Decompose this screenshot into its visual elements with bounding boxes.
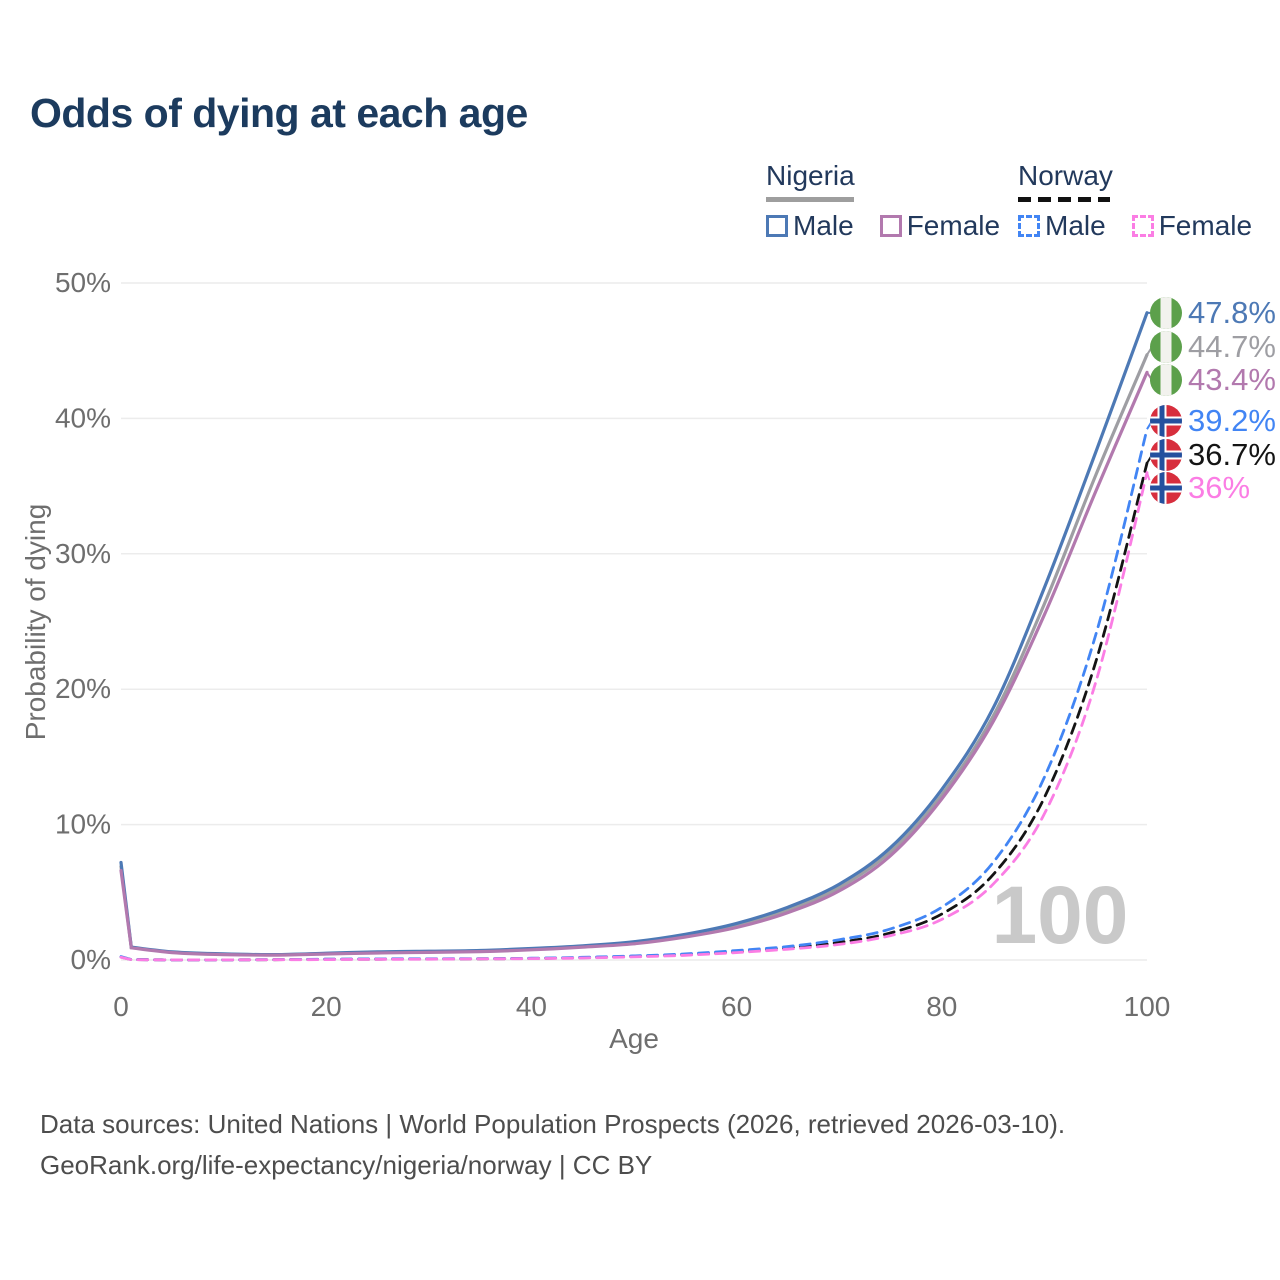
- legend-group-norway: Norway Male Female: [1018, 160, 1252, 242]
- end-value-label: 39.2%: [1188, 403, 1276, 438]
- end-value-label: 36.7%: [1188, 437, 1276, 472]
- x-tick-label: 80: [926, 991, 957, 1022]
- x-tick-label: 100: [1124, 991, 1171, 1022]
- data-sources-line: Data sources: United Nations | World Pop…: [40, 1109, 1066, 1139]
- flag-stripe: [1160, 297, 1172, 329]
- footer: Data sources: United Nations | World Pop…: [40, 1104, 1065, 1186]
- legend-group-nigeria: Nigeria Male Female: [766, 160, 1000, 242]
- x-axis-title: Age: [609, 1023, 659, 1054]
- flag-cross-blue-h: [1150, 418, 1182, 424]
- attribution-line: GeoRank.org/life-expectancy/nigeria/norw…: [40, 1150, 653, 1180]
- flag-stripe: [1160, 364, 1172, 396]
- x-tick-label: 0: [113, 991, 129, 1022]
- norway-line-style-swatch: [1018, 197, 1110, 202]
- legend-item-norway-male[interactable]: Male: [1018, 210, 1106, 242]
- legend-label: Female: [906, 210, 1001, 241]
- legend-item-nigeria-female[interactable]: Female: [879, 210, 1001, 242]
- legend: Nigeria Male Female Norway: [0, 160, 1280, 250]
- nigeria-flag-icon: [1150, 331, 1182, 363]
- y-tick-label: 0%: [71, 944, 111, 975]
- legend-item-norway-female[interactable]: Female: [1131, 210, 1253, 242]
- series-line-nigeria-both-sexes: [119, 353, 1149, 957]
- nigeria-flag-icon: [1150, 297, 1182, 329]
- norway-female-swatch: [1131, 215, 1154, 237]
- y-tick-label: 20%: [55, 673, 111, 704]
- y-axis-title: Probability of dying: [20, 504, 51, 741]
- page-title: Odds of dying at each age: [30, 90, 528, 136]
- legend-label: Male: [793, 210, 854, 241]
- legend-item-nigeria-male[interactable]: Male: [766, 210, 854, 242]
- series-line-nigeria-male: [119, 311, 1149, 957]
- flag-cross-blue-v: [1159, 405, 1165, 437]
- label-connector: [1146, 454, 1156, 464]
- y-tick-label: 50%: [55, 267, 111, 298]
- legend-country-norway[interactable]: Norway: [1018, 160, 1113, 191]
- x-tick-label: 40: [516, 991, 547, 1022]
- legend-country-nigeria[interactable]: Nigeria: [766, 160, 855, 191]
- norway-flag-icon: [1150, 405, 1182, 437]
- nigeria-flag-icon: [1150, 364, 1182, 396]
- legend-label: Male: [1045, 210, 1106, 241]
- flag-cross-blue-v: [1159, 439, 1165, 471]
- flag-cross-blue-h: [1150, 452, 1182, 458]
- label-connector: [1146, 420, 1156, 430]
- y-tick-label: 40%: [55, 402, 111, 433]
- end-value-label: 47.8%: [1188, 295, 1276, 330]
- end-value-label: 36%: [1188, 470, 1250, 505]
- flag-stripe: [1160, 331, 1172, 363]
- y-tick-label: 30%: [55, 538, 111, 569]
- x-tick-label: 60: [721, 991, 752, 1022]
- legend-label: Female: [1158, 210, 1253, 241]
- nigeria-female-swatch: [879, 215, 902, 237]
- norway-flag-icon: [1150, 472, 1182, 504]
- end-value-label: 43.4%: [1188, 362, 1276, 397]
- age-watermark: 100: [992, 870, 1129, 961]
- nigeria-line-style-swatch: [766, 197, 854, 202]
- nigeria-male-swatch: [766, 215, 788, 237]
- y-tick-label: 10%: [55, 809, 111, 840]
- series-line-norway-female: [119, 471, 1149, 962]
- flag-cross-blue-h: [1150, 485, 1182, 491]
- flag-cross-blue-v: [1159, 472, 1165, 504]
- norway-male-swatch: [1018, 215, 1040, 237]
- norway-flag-icon: [1150, 439, 1182, 471]
- end-value-label: 44.7%: [1188, 329, 1276, 364]
- x-tick-label: 20: [311, 991, 342, 1022]
- series-line-nigeria-female: [119, 370, 1149, 957]
